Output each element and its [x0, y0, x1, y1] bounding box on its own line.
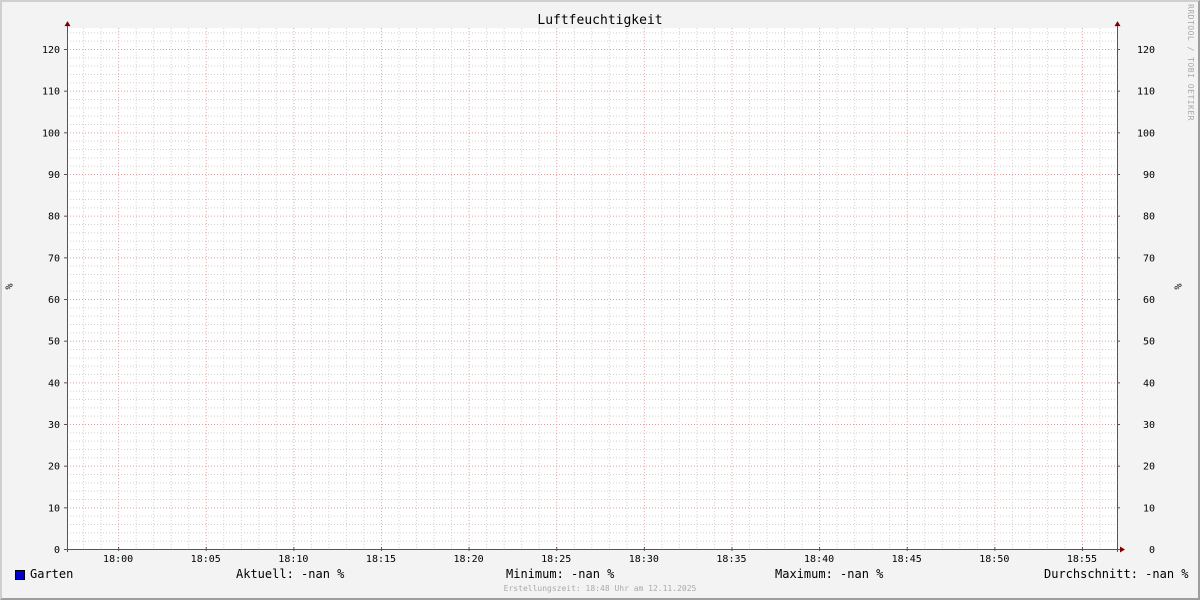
y-tick-label-right: 70 [1143, 253, 1155, 264]
y-tick-label-left: 90 [48, 170, 60, 181]
y-tick-label-left: 70 [48, 253, 60, 264]
y-tick-label-right: 100 [1137, 128, 1155, 139]
x-tick-label: 18:40 [804, 554, 834, 565]
y-tick-label-right: 90 [1143, 170, 1155, 181]
chart-title: Luftfeuchtigkeit [537, 13, 662, 28]
y-axis-arrow-left [64, 21, 71, 27]
y-tick-label-left: 40 [48, 378, 60, 389]
plot-area [67, 28, 1117, 549]
y-tick-label-left: 20 [48, 462, 60, 473]
y-tick-label-right: 120 [1137, 45, 1155, 56]
x-tick-label: 18:05 [191, 554, 221, 565]
x-tick-label: 18:15 [366, 554, 396, 565]
x-tick-label: 18:30 [629, 554, 659, 565]
x-tick-label: 18:25 [541, 554, 571, 565]
y-tick-label-right: 110 [1137, 87, 1155, 98]
x-tick-label: 18:10 [278, 554, 308, 565]
y-tick-label-left: 60 [48, 295, 60, 306]
creation-time-footer: Erstellungszeit: 18:48 Uhr am 12.11.2025 [503, 584, 697, 593]
y-tick-label-left: 30 [48, 420, 60, 431]
y-tick-label-right: 40 [1143, 378, 1155, 389]
watermark: RRDTOOL / TOBI OETIKER [1186, 4, 1195, 121]
y-tick-label-left: 50 [48, 337, 60, 348]
x-axis-arrow [1120, 546, 1125, 553]
x-tick-label: 18:35 [716, 554, 746, 565]
y-axis-label-right: % [1171, 283, 1183, 290]
y-tick-label-left: 110 [42, 87, 60, 98]
y-tick-label-right: 20 [1143, 462, 1155, 473]
legend-current: Aktuell: -nan % [236, 567, 345, 581]
y-tick-label-right: 50 [1143, 337, 1155, 348]
y-tick-label-right: 10 [1143, 503, 1155, 514]
x-tick-label: 18:45 [892, 554, 922, 565]
y-tick-label-right: 0 [1149, 545, 1155, 556]
x-tick-label: 18:55 [1067, 554, 1097, 565]
y-axis-label-left: % [2, 283, 14, 290]
legend-maximum: Maximum: -nan % [775, 567, 884, 581]
legend-average: Durchschnitt: -nan % [1044, 567, 1189, 581]
y-tick-label-left: 80 [48, 212, 60, 223]
x-tick-label: 18:50 [979, 554, 1009, 565]
y-tick-label-right: 30 [1143, 420, 1155, 431]
x-tick-label: 18:20 [454, 554, 484, 565]
y-tick-label-right: 80 [1143, 212, 1155, 223]
legend-minimum: Minimum: -nan % [506, 567, 615, 581]
y-tick-label-left: 100 [42, 128, 60, 139]
x-tick-label: 18:00 [103, 554, 133, 565]
y-tick-label-right: 60 [1143, 295, 1155, 306]
y-axis-arrow-right [1114, 21, 1121, 27]
legend-series-label: Garten [30, 567, 74, 581]
y-tick-label-left: 120 [42, 45, 60, 56]
y-tick-label-left: 0 [54, 545, 60, 556]
y-tick-label-left: 10 [48, 503, 60, 514]
legend-swatch-garten [15, 570, 25, 580]
